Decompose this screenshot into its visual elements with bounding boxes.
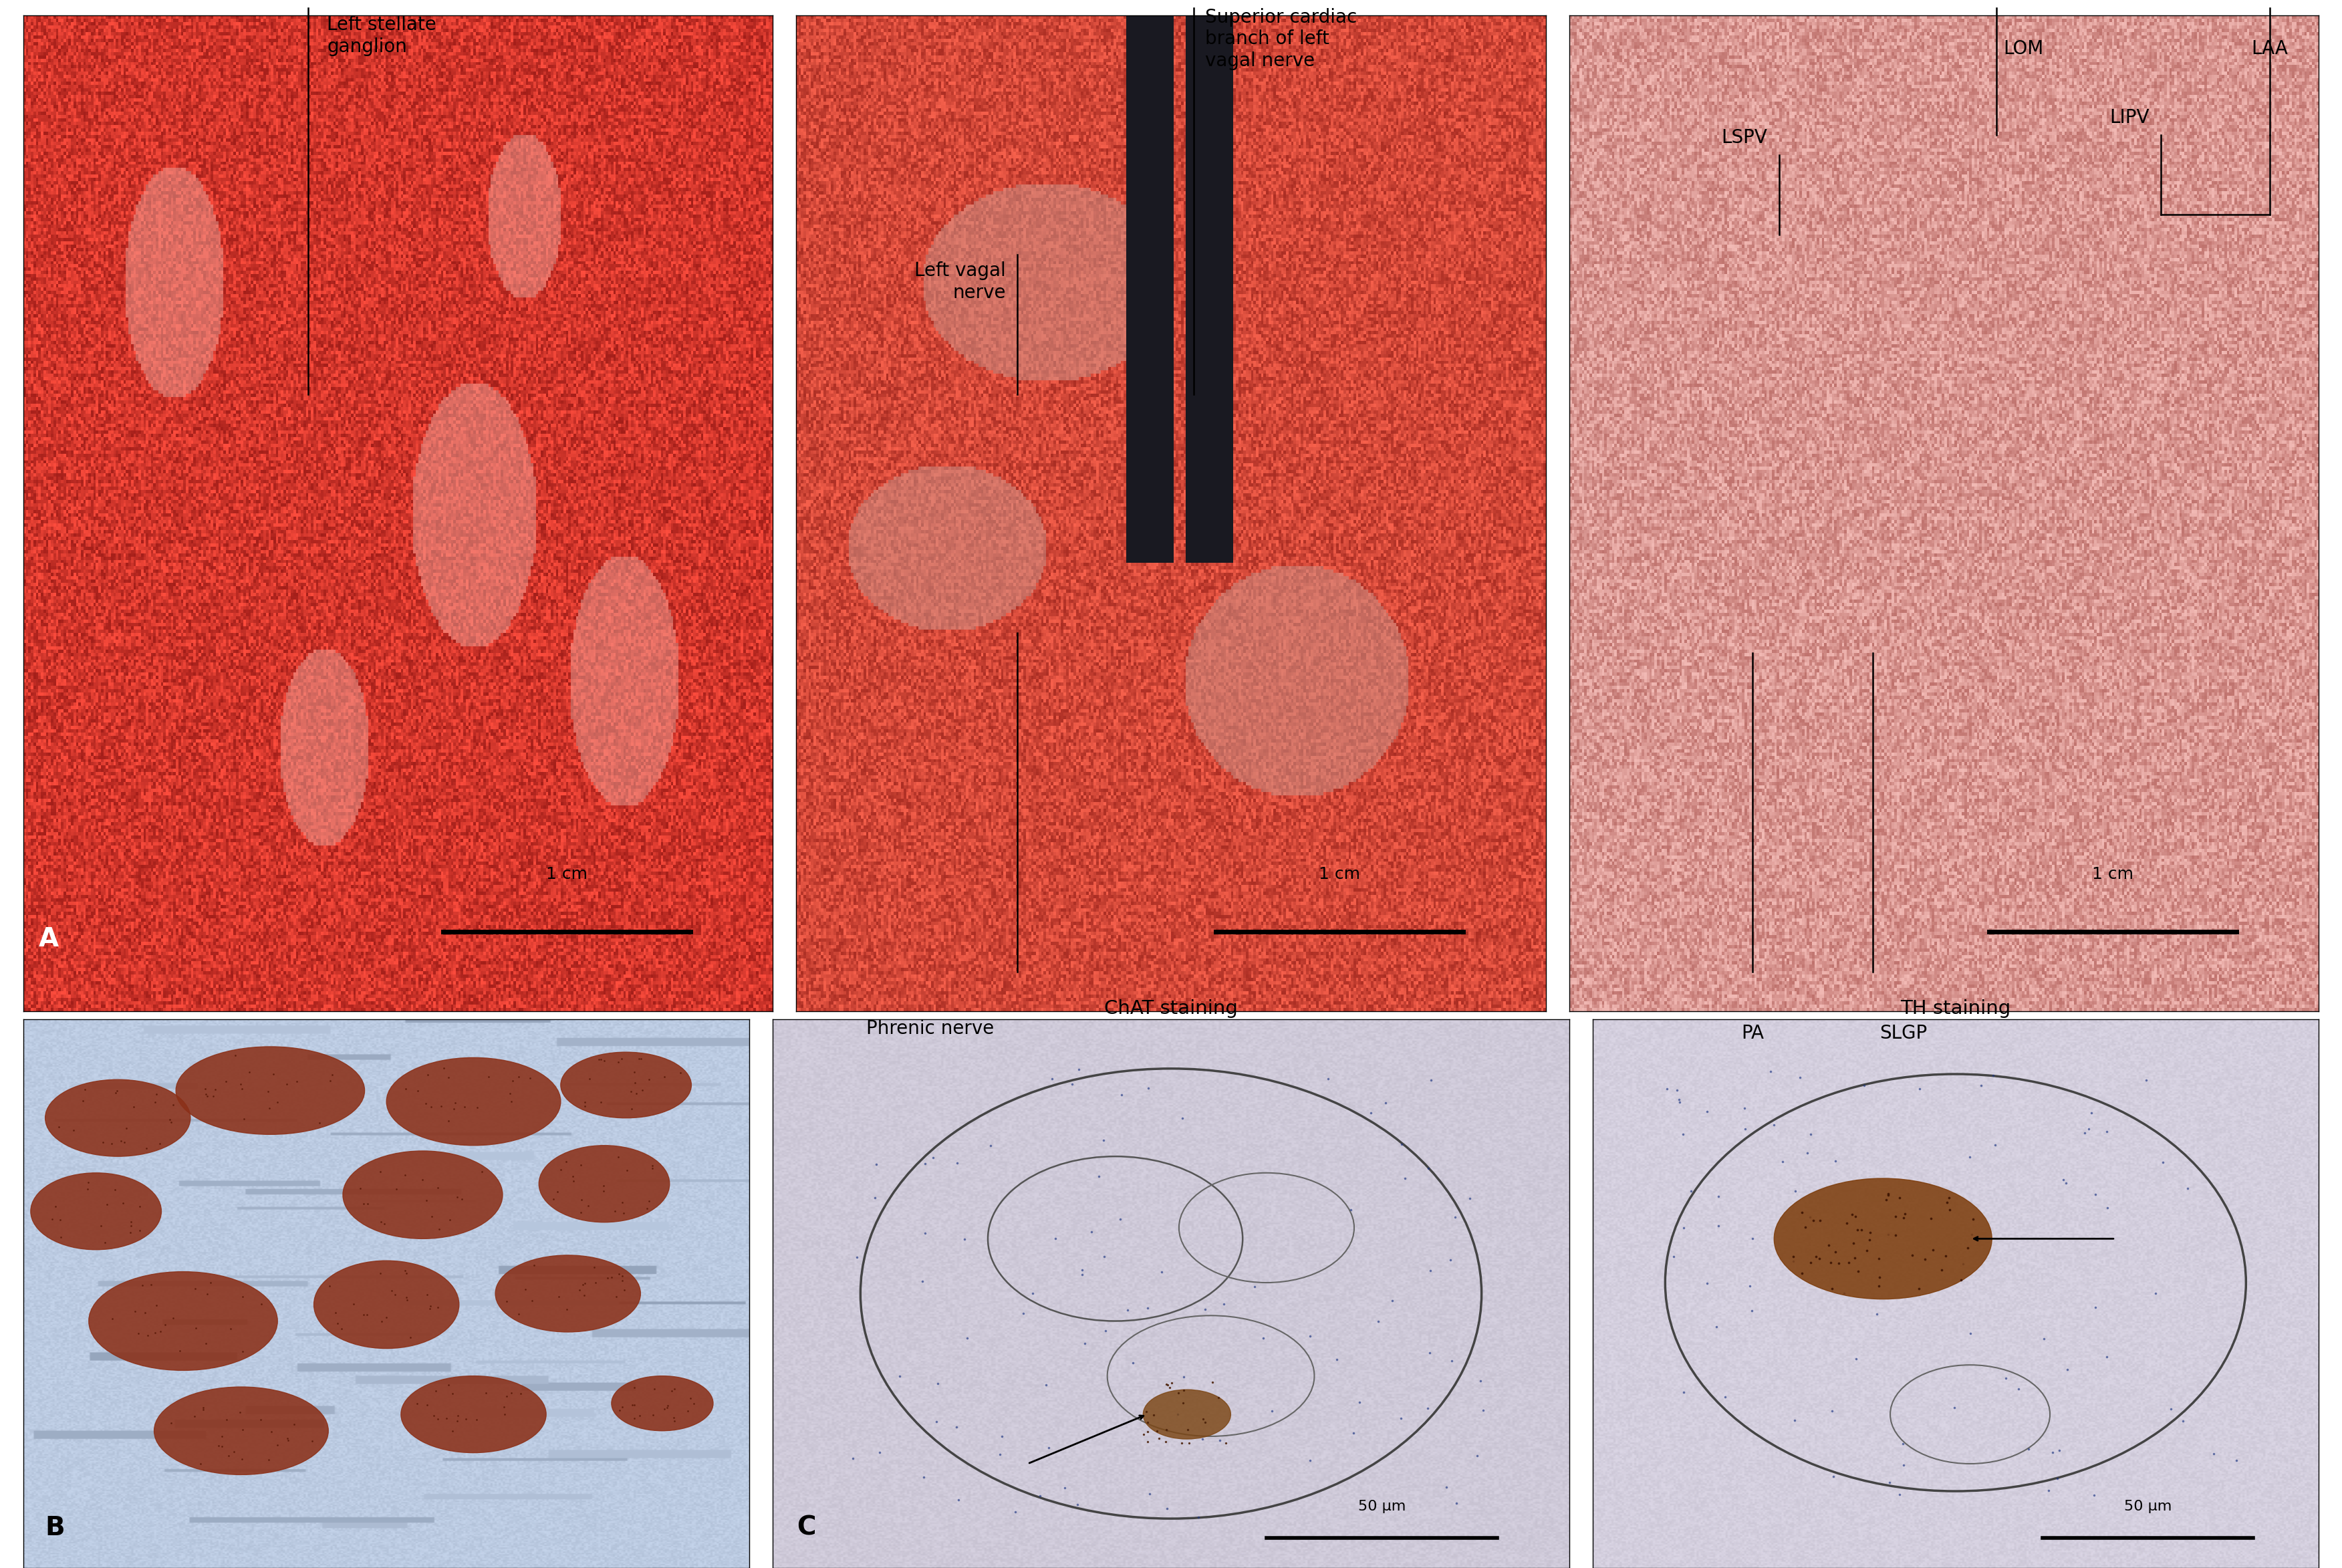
Ellipse shape — [89, 1272, 279, 1370]
Ellipse shape — [560, 1052, 691, 1118]
Text: Superior cardiac
branch of left
vagal nerve: Superior cardiac branch of left vagal ne… — [1206, 8, 1356, 71]
Text: Left stellate
ganglion: Left stellate ganglion — [328, 16, 436, 56]
Text: LIPV: LIPV — [2110, 108, 2150, 127]
Text: LAA: LAA — [2251, 39, 2288, 58]
Text: 50 μm: 50 μm — [1358, 1499, 1405, 1513]
Ellipse shape — [176, 1047, 365, 1135]
Text: Phrenic nerve: Phrenic nerve — [867, 1019, 995, 1038]
Text: LSPV: LSPV — [1721, 129, 1768, 147]
Text: 1 cm: 1 cm — [546, 866, 588, 881]
Title: TH staining: TH staining — [1899, 999, 2012, 1018]
Text: SLGP: SLGP — [1881, 1024, 1927, 1043]
Text: B: B — [44, 1515, 66, 1540]
Ellipse shape — [400, 1377, 546, 1452]
Text: 1 cm: 1 cm — [1319, 866, 1361, 881]
Ellipse shape — [44, 1080, 190, 1157]
Ellipse shape — [30, 1173, 162, 1250]
Ellipse shape — [155, 1388, 328, 1474]
Title: ChAT staining: ChAT staining — [1103, 999, 1239, 1018]
Ellipse shape — [1775, 1179, 1993, 1298]
Text: C: C — [796, 1515, 815, 1540]
Ellipse shape — [539, 1146, 670, 1223]
Text: PA: PA — [1742, 1024, 1764, 1043]
Text: A: A — [37, 927, 59, 952]
Text: 50 μm: 50 μm — [2124, 1499, 2171, 1513]
Ellipse shape — [342, 1151, 504, 1239]
Ellipse shape — [386, 1058, 560, 1145]
Text: LOM: LOM — [2002, 39, 2045, 58]
Ellipse shape — [611, 1377, 712, 1430]
Ellipse shape — [497, 1254, 642, 1333]
Text: 1 cm: 1 cm — [2091, 866, 2134, 881]
Text: Left vagal
nerve: Left vagal nerve — [913, 262, 1005, 303]
Ellipse shape — [1143, 1389, 1232, 1439]
Ellipse shape — [314, 1261, 459, 1348]
